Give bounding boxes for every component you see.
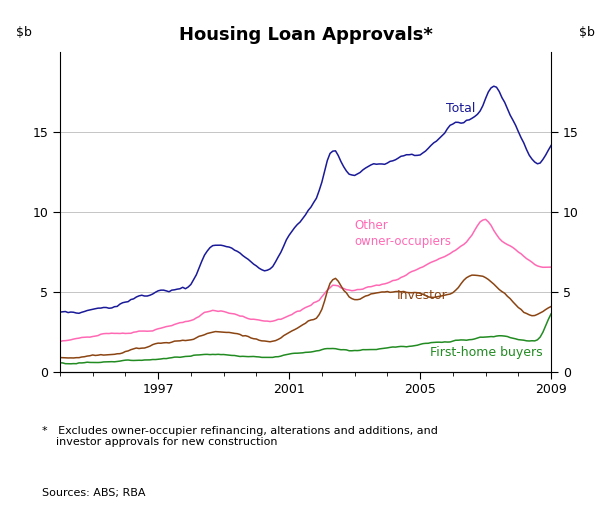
- Text: Total: Total: [446, 102, 476, 116]
- Text: *   Excludes owner-occupier refinancing, alterations and additions, and
    inve: * Excludes owner-occupier refinancing, a…: [42, 426, 438, 447]
- Text: Sources: ABS; RBA: Sources: ABS; RBA: [42, 488, 146, 497]
- Text: Other
owner-occupiers: Other owner-occupiers: [355, 219, 452, 248]
- Text: $b: $b: [16, 26, 32, 39]
- Title: Housing Loan Approvals*: Housing Loan Approvals*: [179, 26, 432, 44]
- Text: First-home buyers: First-home buyers: [430, 346, 543, 359]
- Text: $b: $b: [579, 26, 595, 39]
- Text: Investor: Investor: [397, 289, 448, 302]
